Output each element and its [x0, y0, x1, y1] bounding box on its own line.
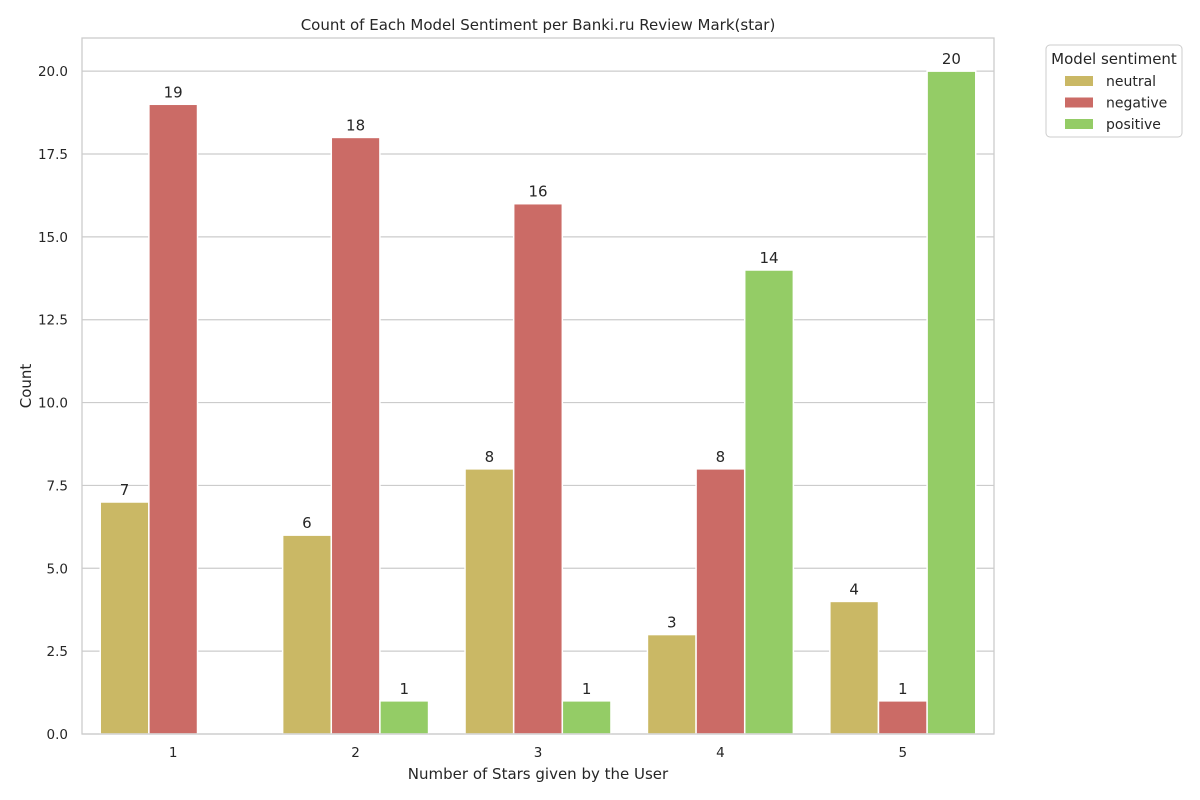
legend-swatch-negative: [1065, 97, 1093, 108]
bar-value-label: 1: [582, 680, 592, 698]
bar-value-label: 20: [942, 50, 961, 68]
x-tick-label: 3: [534, 745, 543, 761]
y-tick-label: 5.0: [47, 561, 68, 577]
y-tick-label: 15.0: [38, 230, 68, 246]
y-tick-label: 0.0: [47, 727, 68, 743]
bar-positive-3: [561, 700, 612, 735]
x-axis-label: Number of Stars given by the User: [408, 765, 669, 783]
y-tick-label: 12.5: [38, 313, 68, 329]
legend: Model sentiment neutral negative positive: [1045, 44, 1183, 138]
legend-swatch-neutral: [1065, 76, 1093, 86]
bar-value-label: 14: [759, 249, 778, 267]
y-tick-label: 10.0: [38, 396, 68, 412]
x-tick-label: 2: [351, 745, 360, 761]
legend-title: Model sentiment: [1051, 50, 1177, 68]
legend-label-negative: negative: [1106, 96, 1167, 112]
y-axis-label: Count: [17, 364, 35, 409]
bar-negative-5: [877, 700, 928, 735]
x-tick-label: 5: [899, 745, 908, 761]
legend-entries: neutral negative positive: [1065, 74, 1167, 133]
bar-neutral-1: [99, 501, 150, 735]
legend-box: [1045, 44, 1183, 138]
bar-value-label: 4: [849, 580, 859, 598]
bar-value-label: 1: [898, 680, 908, 698]
legend-label-neutral: neutral: [1106, 74, 1156, 90]
bar-value-label: 8: [485, 448, 495, 466]
bar-neutral-3: [464, 468, 515, 735]
bar-negative-1: [148, 103, 199, 735]
plot-frame: [81, 37, 995, 735]
bar-value-label: 7: [120, 481, 130, 499]
bar-positive-5: [926, 70, 977, 735]
bar-value-label: 16: [528, 183, 547, 201]
bar-value-label: 1: [399, 680, 409, 698]
bar-value-label: 6: [302, 514, 312, 532]
axis-ticks: 0.0 2.5 5.0 7.5 10.0 12.5 15.0 17.5 20.0 1 2 3 4 5: [38, 64, 907, 761]
bar-value-label: 8: [716, 448, 726, 466]
bar-value-label: 19: [164, 83, 183, 101]
y-tick-label: 17.5: [38, 147, 68, 163]
y-tick-label: 7.5: [47, 478, 68, 494]
bar-neutral-2: [281, 534, 333, 735]
bar-value-label: 18: [346, 116, 365, 134]
bar-value-label: 3: [667, 614, 677, 632]
x-tick-label: 4: [716, 745, 725, 761]
bar-negative-2: [330, 136, 381, 735]
bar-neutral-4: [646, 633, 697, 735]
bar-positive-2: [379, 700, 430, 735]
y-tick-label: 20.0: [38, 64, 68, 80]
legend-label-positive: positive: [1106, 117, 1161, 133]
bar-negative-3: [512, 202, 564, 735]
bars: [99, 70, 977, 735]
legend-swatch-positive: [1065, 119, 1093, 129]
x-tick-label: 1: [169, 745, 178, 761]
bar-negative-4: [695, 468, 746, 735]
chart-title: Count of Each Model Sentiment per Banki.…: [301, 16, 776, 34]
bar-neutral-5: [829, 600, 880, 735]
bar-positive-4: [743, 269, 795, 735]
y-tick-label: 2.5: [47, 644, 68, 660]
